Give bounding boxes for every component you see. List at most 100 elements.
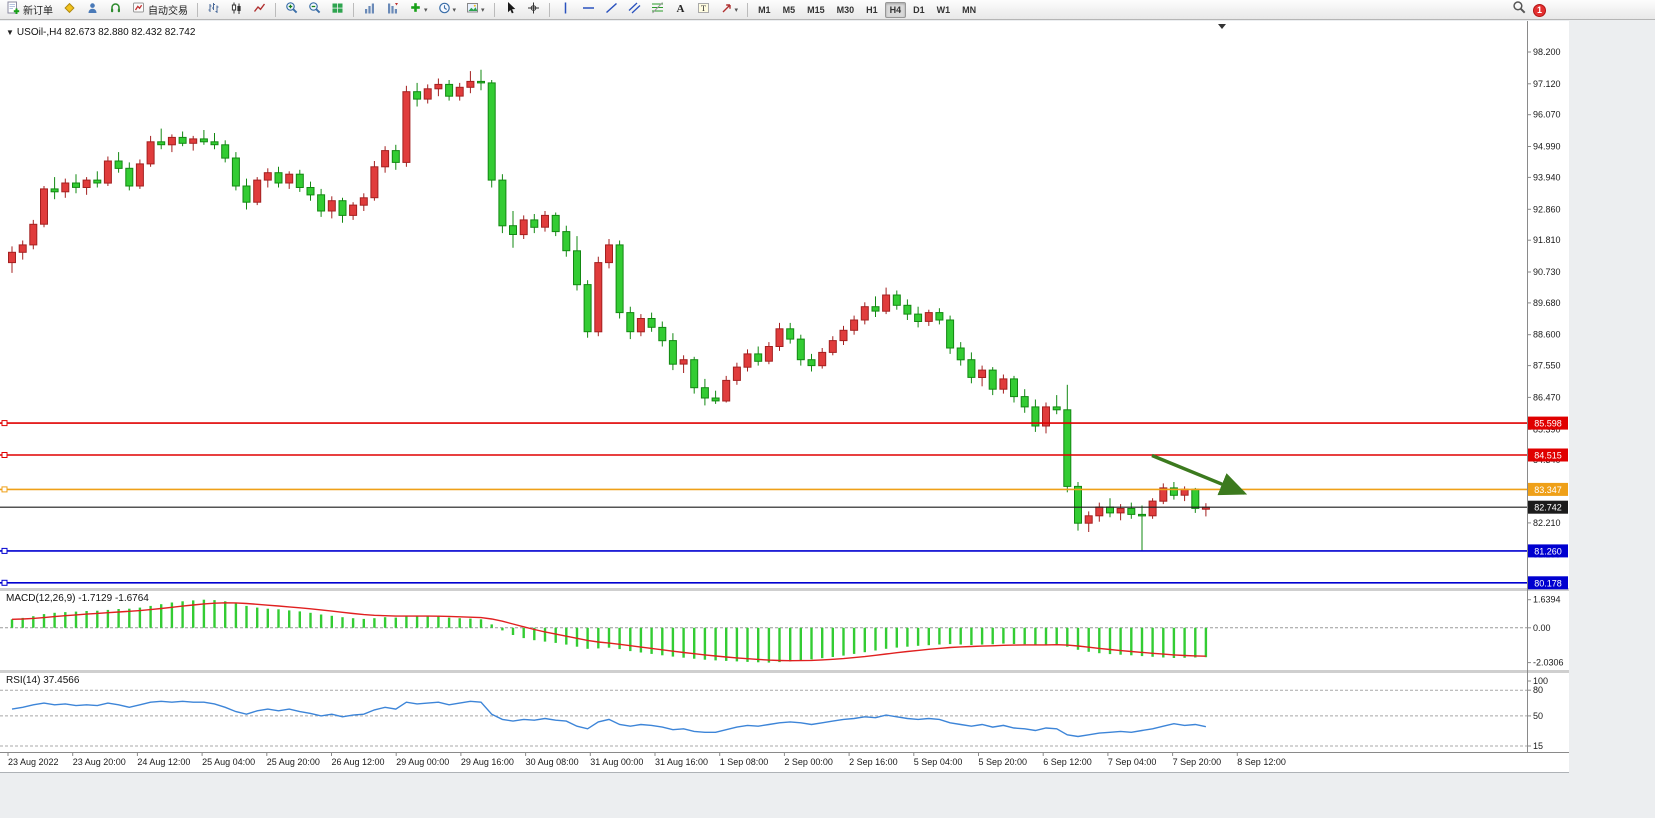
timeframe-m1-button[interactable]: M1 [758,4,771,15]
search-icon[interactable] [1512,0,1526,20]
text-label-button[interactable]: T [693,1,714,18]
periods-button[interactable]: ▾ [434,1,461,18]
toolbar-separator [353,2,354,17]
hline-81.260[interactable] [0,547,1527,554]
indicators-button[interactable]: ▾ [405,1,432,18]
timeframe-h4-button[interactable]: H4 [884,1,907,18]
svg-text:-2.0306: -2.0306 [1533,658,1564,668]
svg-text:26 Aug 12:00: 26 Aug 12:00 [332,757,385,767]
zoom-out-button[interactable] [304,1,325,18]
notification-badge[interactable]: 1 [1533,3,1546,17]
new-order-button[interactable]: 新订单 [3,1,57,18]
line-handle[interactable] [1,420,8,427]
timeframe-m30-button[interactable]: M30 [836,4,855,15]
profile-button[interactable] [82,1,103,18]
svg-text:25 Aug 04:00: 25 Aug 04:00 [202,757,255,767]
toolbar-separator [493,2,495,17]
fibonacci-button[interactable] [647,1,668,18]
hline-84.515[interactable] [0,452,1527,458]
text-button[interactable]: A [670,1,691,18]
autotrade-icon [132,1,145,18]
chart-ohlc-title: USOil-,H4 82.673 82.880 82.432 82.742 [16,27,196,38]
svg-text:6 Sep 12:00: 6 Sep 12:00 [1043,757,1092,767]
templates-button[interactable]: ▾ [462,1,489,18]
line-chart-button[interactable] [249,1,270,18]
metaeditor-button[interactable] [59,1,80,18]
chart-background [0,21,1569,772]
svg-text:7 Sep 20:00: 7 Sep 20:00 [1173,757,1222,767]
text-t-icon: T [697,1,710,18]
svg-text:96.070: 96.070 [1533,110,1561,120]
line-handle[interactable] [1,452,8,458]
doc-plus-icon [7,1,20,18]
svg-text:23 Aug 20:00: 23 Aug 20:00 [73,757,126,767]
chart-shift-marker-icon[interactable] [1218,24,1226,29]
time-axis[interactable]: 23 Aug 2022 23 Aug 20:00 24 Aug 12:00 25 Au… [0,752,1569,767]
svg-text:7 Sep 04:00: 7 Sep 04:00 [1108,757,1157,767]
trendline-icon [605,1,618,18]
svg-text:92.860: 92.860 [1533,204,1561,214]
toolbar-button-strip: 新订单 自动交易 ▾ ▾ ▾ A T ▾ M1 M5 M15 M30 H1 H4 D1 W1 MN [2,0,982,20]
cursor-button[interactable] [500,1,521,18]
svg-text:31 Aug 00:00: 31 Aug 00:00 [590,757,643,767]
chart-shift-button[interactable] [382,1,403,18]
crosshair-button[interactable] [523,1,544,18]
headset-icon [109,1,122,18]
bar-chart-button[interactable] [203,1,224,18]
timeframe-w1-button[interactable]: W1 [936,4,951,15]
bars-chart-icon [207,1,220,18]
horizontal-line-button[interactable] [578,1,599,18]
autotrading-button[interactable]: 自动交易 [128,1,192,18]
timeframe-m15-button[interactable]: M15 [807,4,825,15]
svg-text:25 Aug 20:00: 25 Aug 20:00 [267,757,320,767]
candlestick-chart-button[interactable] [226,1,247,18]
svg-text:85.598: 85.598 [1534,419,1562,429]
svg-text:93.940: 93.940 [1533,172,1561,182]
trendline-button[interactable] [601,1,622,18]
toolbar-right: 1 [1512,0,1546,20]
panel-splitter[interactable] [0,670,1569,673]
svg-text:98.200: 98.200 [1533,47,1561,57]
timeframe-d1-button[interactable]: D1 [913,4,925,15]
arrows-button[interactable]: ▾ [716,1,743,18]
svg-text:29 Aug 00:00: 29 Aug 00:00 [396,757,449,767]
line-handle[interactable] [1,579,8,586]
svg-text:97.120: 97.120 [1533,79,1561,89]
collapse-icon[interactable]: ▼ [6,28,14,37]
hline-80.178[interactable] [0,579,1527,586]
equidistant-channel-button[interactable] [624,1,645,18]
arrow-annotation[interactable] [1151,453,1248,496]
signals-button[interactable] [105,1,126,18]
rsi-line [11,700,1207,738]
rsi-panel [0,689,1527,747]
line-handle[interactable] [1,547,8,554]
auto-scroll-button[interactable] [359,1,380,18]
svg-text:30 Aug 08:00: 30 Aug 08:00 [526,757,579,767]
price-badge: 83.347 [1528,482,1568,496]
svg-text:88.600: 88.600 [1533,330,1561,340]
price-badge: 80.178 [1528,576,1568,590]
timeframe-h1-button[interactable]: H1 [866,4,878,15]
chart-canvas[interactable]: 98.200 97.120 96.070 94.990 93.940 92.860 91.8… [0,21,1569,772]
price-chart-svg[interactable]: 98.200 97.120 96.070 94.990 93.940 92.860 91.8… [0,21,1569,772]
vertical-line-button[interactable] [555,1,576,18]
candlesticks [8,69,1210,551]
hline-83.347[interactable] [0,486,1527,493]
hline-85.598[interactable] [0,420,1527,427]
grid-icon [331,1,344,18]
zoom-in-button[interactable] [281,1,302,18]
main-toolbar: 新订单 自动交易 ▾ ▾ ▾ A T ▾ M1 M5 M15 M30 H1 H4 D1 W1 MN [0,0,1655,20]
timeframe-mn-button[interactable]: MN [962,4,977,15]
tile-windows-button[interactable] [327,1,348,18]
line-handle[interactable] [1,486,8,493]
macd-panel [0,599,1527,663]
svg-text:86.470: 86.470 [1533,392,1561,402]
toolbar-separator [275,2,276,17]
toolbar-separator [548,2,550,17]
timeframe-m5-button[interactable]: M5 [782,4,796,15]
panel-splitter[interactable] [0,588,1569,591]
horizontal-line-objects[interactable] [0,420,1527,586]
indicator-plus-icon [409,1,422,18]
svg-text:T: T [700,3,706,13]
price-badge: 84.515 [1528,448,1568,462]
